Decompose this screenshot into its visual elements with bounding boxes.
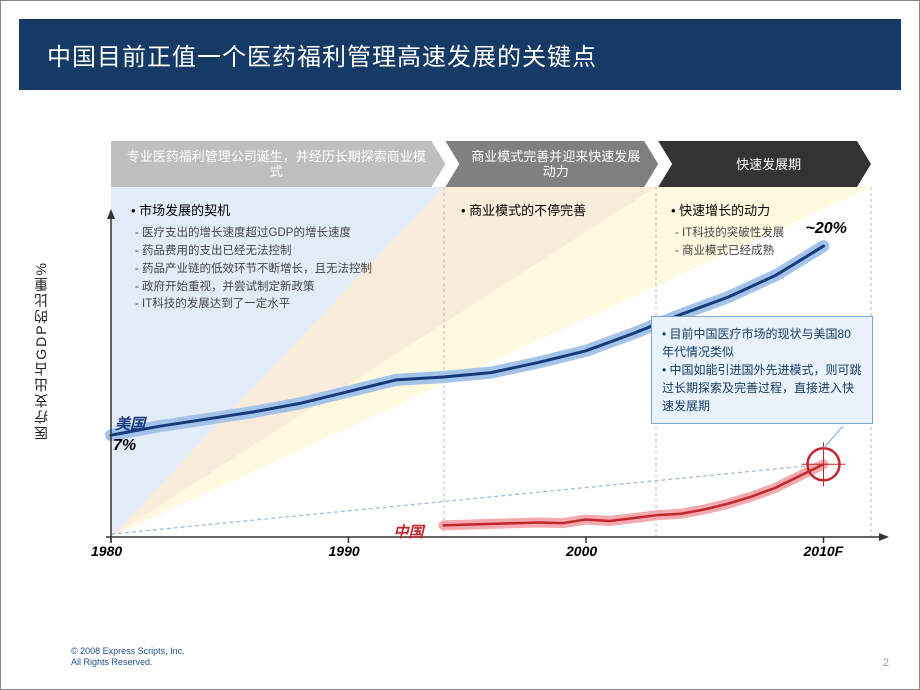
chart-region: 医疗支出占GDP的比重% 专业医药福利管理公司诞生，并经历长期探索商业模式商业模… — [71, 141, 891, 581]
callout-item: 中国如能引进国外先进模式，则可跳过长期探索及完善过程，直接进入快速发展期 — [662, 361, 862, 415]
phase-note-item: 药品产业链的低效环节不断增长，且无法控制 — [145, 261, 431, 279]
phase-note-heading: 商业模式的不停完善 — [461, 201, 651, 221]
callout-item: 目前中国医疗市场的现状与美国80年代情况类似 — [662, 325, 862, 361]
us-start-value: 7% — [113, 437, 136, 455]
phase-note-1: 商业模式的不停完善 — [461, 201, 651, 225]
us-end-value: ~20% — [806, 220, 847, 238]
phase-chevron-2: 快速发展期 — [658, 141, 871, 187]
phase-chevron-1: 商业模式完善并迎来快速发展动力 — [445, 141, 658, 187]
slide-title: 中国目前正值一个医药福利管理高速发展的关键点 — [47, 37, 873, 72]
x-tick-label: 1980 — [91, 543, 122, 559]
slide: 中国目前正值一个医药福利管理高速发展的关键点 医疗支出占GDP的比重% 专业医药… — [0, 0, 920, 690]
x-tick-label: 2010F — [804, 543, 844, 559]
phase-note-heading: 快速增长的动力 — [671, 201, 871, 221]
phase-note-item: 政府开始重视，并尝试制定新政策 — [145, 279, 431, 297]
footer-line2: All Rights Reserved. — [71, 657, 185, 669]
callout-box: 目前中国医疗市场的现状与美国80年代情况类似中国如能引进国外先进模式，则可跳过长… — [651, 316, 873, 424]
phase-banner: 专业医药福利管理公司诞生，并经历长期探索商业模式商业模式完善并迎来快速发展动力快… — [111, 141, 871, 187]
phase-note-heading: 市场发展的契机 — [131, 201, 431, 221]
phase-note-item: 商业模式已经成熟 — [685, 243, 871, 261]
page-number: 2 — [883, 657, 889, 669]
y-axis-label: 医疗支出占GDP的比重% — [31, 261, 51, 440]
phase-chevron-0: 专业医药福利管理公司诞生，并经历长期探索商业模式 — [111, 141, 445, 187]
cn-series-label: 中国 — [394, 521, 424, 542]
phase-note-item: 医疗支出的增长速度超过GDP的增长速度 — [145, 225, 431, 243]
phase-note-item: 药品费用的支出已经无法控制 — [145, 243, 431, 261]
title-bar: 中国目前正值一个医药福利管理高速发展的关键点 — [19, 19, 901, 90]
phase-note-item: IT科技的发展达到了一定水平 — [145, 296, 431, 314]
us-series-label: 美国 — [115, 413, 145, 434]
footer-line1: © 2008 Express Scripts, Inc. — [71, 646, 185, 658]
x-tick-label: 2000 — [566, 543, 597, 559]
phase-note-0: 市场发展的契机医疗支出的增长速度超过GDP的增长速度药品费用的支出已经无法控制药… — [131, 201, 431, 314]
x-tick-label: 1990 — [329, 543, 360, 559]
copyright-footer: © 2008 Express Scripts, Inc. All Rights … — [71, 646, 185, 669]
